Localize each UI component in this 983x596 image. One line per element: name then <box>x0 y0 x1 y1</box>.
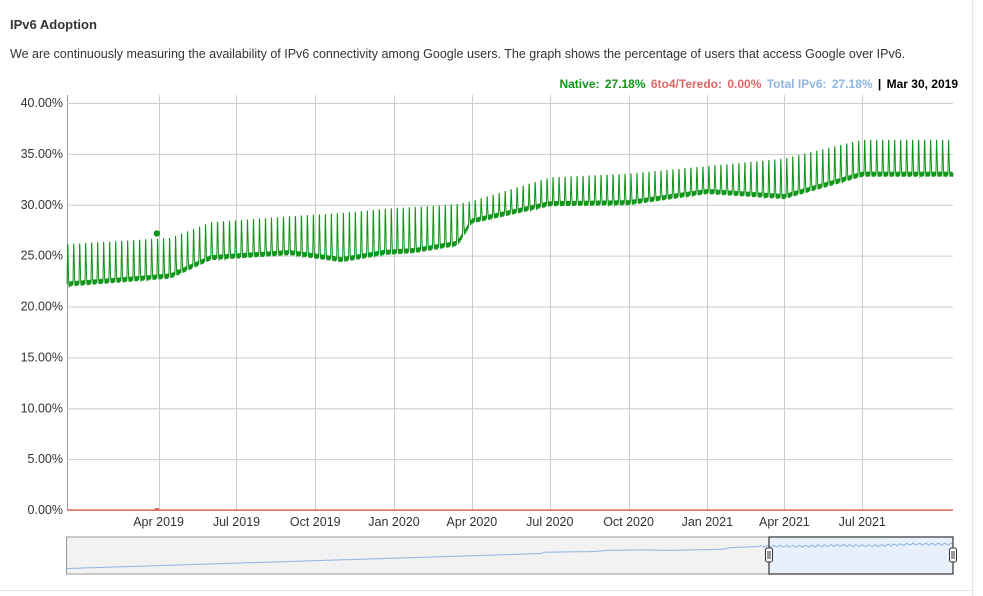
vertical-gridlines <box>67 95 863 510</box>
y-tick-label: 10.00% <box>21 401 63 415</box>
x-tick-label: Jul 2019 <box>213 515 260 529</box>
y-axis-labels: 0.00% 5.00% 10.00% 15.00% 20.00% 25.00% 30.00%… <box>21 96 63 517</box>
navigator-selected-area <box>769 537 953 574</box>
x-tick-label: Apr 2021 <box>759 515 810 529</box>
x-tick-label: Apr 2019 <box>133 515 184 529</box>
navigator-unselected-area <box>67 537 769 574</box>
legend-teredo-label: 6to4/Teredo: <box>650 77 722 91</box>
y-tick-label: 30.00% <box>21 198 63 212</box>
teredo-highlight-marker <box>154 508 159 511</box>
y-tick-label: 40.00% <box>21 96 63 110</box>
x-tick-label: Jul 2021 <box>839 515 886 529</box>
panel-border-right <box>972 0 973 596</box>
chart-legend: Native: 27.18% 6to4/Teredo: 0.00% Total … <box>557 77 958 91</box>
native-series-line <box>66 139 954 289</box>
navigator-left-handle[interactable] <box>765 547 773 563</box>
horizontal-gridlines <box>67 103 953 511</box>
navigator-right-handle[interactable] <box>949 547 957 563</box>
x-tick-label: Jan 2021 <box>682 515 733 529</box>
y-tick-label: 15.00% <box>21 350 63 364</box>
page-title: IPv6 Adoption <box>10 17 97 32</box>
legend-native-value: 27.18% <box>604 77 646 91</box>
x-axis-labels: Apr 2019 Jul 2019 Oct 2019 Jan 2020 Apr 2020… <box>133 515 886 529</box>
y-tick-label: 5.00% <box>28 452 63 466</box>
x-tick-label: Jul 2020 <box>526 515 573 529</box>
legend-teredo-value: 0.00% <box>727 77 762 91</box>
legend-separator: | <box>877 77 882 91</box>
range-navigator[interactable] <box>66 536 957 575</box>
y-tick-label: 0.00% <box>28 503 63 517</box>
native-highlight-point <box>153 230 161 237</box>
x-tick-label: Oct 2019 <box>290 515 341 529</box>
series-layer <box>66 139 954 511</box>
y-tick-label: 35.00% <box>21 147 63 161</box>
legend-date: Mar 30, 2019 <box>886 77 958 91</box>
legend-total-value: 27.18% <box>831 77 873 91</box>
page-description: We are continuously measuring the availa… <box>10 47 906 61</box>
x-tick-label: Oct 2020 <box>603 515 654 529</box>
y-tick-label: 20.00% <box>21 300 63 314</box>
panel-border-bottom <box>0 590 973 591</box>
navigator-total-line <box>66 542 954 569</box>
y-tick-label: 25.00% <box>21 249 63 263</box>
x-tick-label: Apr 2020 <box>447 515 498 529</box>
legend-total-label: Total IPv6: <box>766 77 827 91</box>
legend-native-label: Native: <box>559 77 600 91</box>
x-tick-label: Jan 2020 <box>368 515 419 529</box>
